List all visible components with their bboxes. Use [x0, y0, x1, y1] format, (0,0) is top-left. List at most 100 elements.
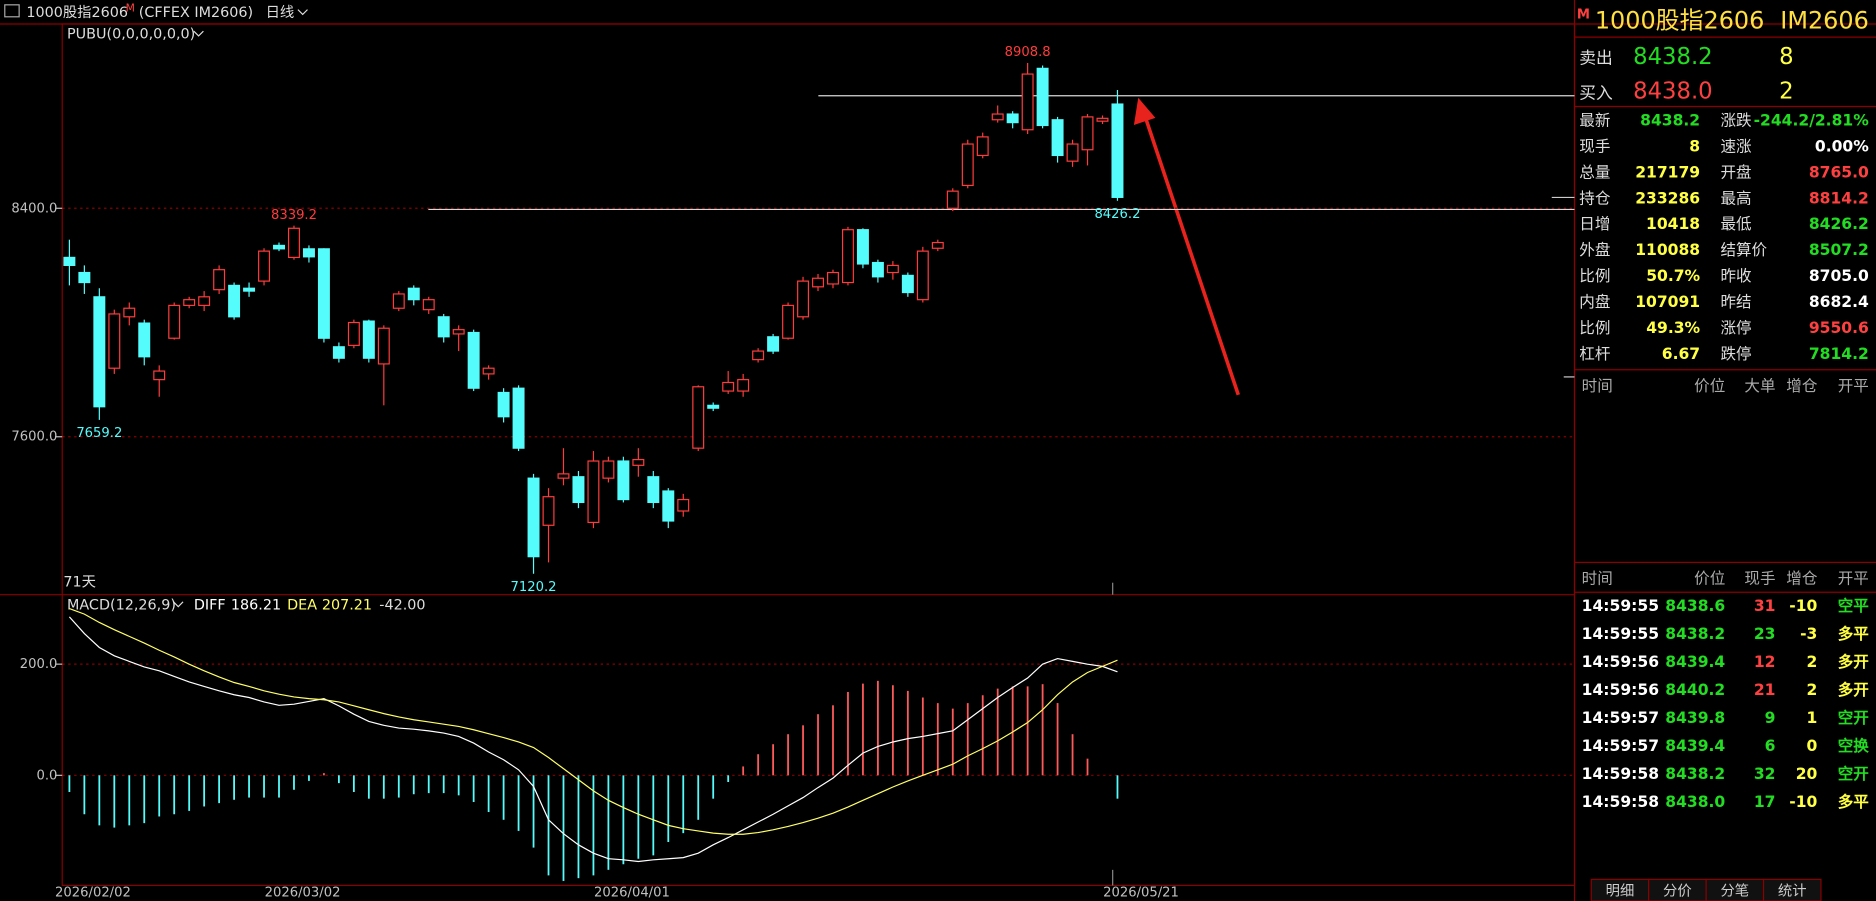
- tick-cell: 14:59:58: [1582, 765, 1659, 783]
- x-tick-label: 2026/04/01: [594, 886, 670, 901]
- stat-value: 8814.2: [1809, 189, 1869, 207]
- tick-cell: 空平: [1838, 596, 1870, 615]
- candle-body: [1021, 73, 1034, 131]
- stat-value: 7814.2: [1809, 345, 1869, 363]
- tick-cell: 8439.4: [1665, 737, 1725, 755]
- stat-value: 8507.2: [1809, 241, 1869, 259]
- stat-label: 杠杆: [1579, 345, 1610, 363]
- candle-body: [901, 274, 914, 294]
- stat-label: 持仓: [1579, 189, 1611, 207]
- tick-cell: 8439.8: [1665, 709, 1725, 727]
- count-label: 71天: [63, 575, 96, 591]
- candle-body: [153, 370, 166, 381]
- tab-label[interactable]: 明细: [1606, 882, 1635, 899]
- stat-value: 50.7%: [1646, 267, 1700, 285]
- indicator-chevron[interactable]: [193, 30, 204, 37]
- menu-icon[interactable]: [4, 4, 20, 18]
- candle-body: [767, 336, 780, 352]
- tick-cell: 多开: [1838, 652, 1870, 671]
- tick-cell: 8438.6: [1665, 597, 1725, 615]
- stat-label: 最高: [1720, 189, 1751, 207]
- tab-label[interactable]: 分笔: [1720, 882, 1749, 899]
- stat-label: 现手: [1579, 137, 1610, 155]
- candle-body: [63, 256, 76, 266]
- tick-cell: 8439.4: [1665, 653, 1725, 671]
- extreme-label: 8339.2: [271, 208, 317, 223]
- stat-label: 开盘: [1720, 162, 1751, 181]
- tick-cell: 14:59:56: [1582, 681, 1659, 699]
- bid-qty: 2: [1779, 79, 1793, 105]
- y-tick-label: 8400.0: [11, 201, 57, 216]
- candle-body: [183, 299, 196, 306]
- column-header: 价位: [1694, 570, 1725, 588]
- candle-body: [93, 296, 106, 408]
- tick-cell: 9: [1765, 709, 1776, 727]
- candle-body: [1051, 119, 1064, 157]
- tick-cell: -10: [1789, 597, 1817, 615]
- candle-body: [976, 136, 989, 157]
- stat-label: 日增: [1579, 215, 1610, 233]
- candle-body: [1036, 67, 1049, 127]
- tick-cell: 8438.2: [1665, 765, 1725, 783]
- tick-cell: 14:59:57: [1582, 709, 1659, 727]
- period[interactable]: 日线: [266, 4, 295, 21]
- candle-body: [1081, 116, 1094, 151]
- candle-body: [437, 316, 450, 338]
- tabs: [1590, 878, 1822, 901]
- stat-label: 速涨: [1720, 137, 1752, 155]
- tab-label[interactable]: 分价: [1663, 882, 1692, 899]
- stat-label: 跌停: [1720, 345, 1751, 363]
- candle-body: [243, 287, 256, 292]
- candle-body: [737, 379, 750, 392]
- macd-title[interactable]: MACD(12,26,9): [67, 597, 176, 613]
- legend-name: DEA: [287, 597, 317, 613]
- stat-value: 8438.2: [1640, 111, 1700, 129]
- macd-chevron[interactable]: [173, 601, 184, 608]
- candle-body: [467, 331, 480, 389]
- candle-body: [827, 271, 839, 285]
- column-header: 价位: [1694, 377, 1725, 395]
- candle-body: [647, 476, 660, 504]
- column-header: 增仓: [1786, 377, 1818, 395]
- stat-label: 昨结: [1720, 293, 1751, 311]
- period-chevron[interactable]: [297, 9, 308, 16]
- extreme-label: 8426.2: [1094, 207, 1140, 222]
- y-tick-label: 0.0: [36, 768, 57, 783]
- tab-label[interactable]: 统计: [1778, 882, 1807, 899]
- candle-body: [1066, 143, 1079, 162]
- tick-cell: -10: [1789, 793, 1817, 811]
- stat-value: 110088: [1635, 241, 1700, 259]
- tick-cell: 8440.2: [1665, 681, 1725, 699]
- tick-cell: 1: [1807, 709, 1818, 727]
- stat-value: 8426.2: [1809, 215, 1869, 233]
- tick-cell: 12: [1754, 653, 1776, 671]
- tick-cell: 空开: [1838, 708, 1870, 727]
- x-tick-label: 2026/02/02: [55, 886, 131, 901]
- candle-body: [302, 248, 315, 258]
- exchange: (CFFEX IM2606): [139, 5, 253, 21]
- stat-label: 内盘: [1579, 292, 1610, 311]
- tick-cell: 多平: [1838, 792, 1870, 811]
- stat-value: 49.3%: [1646, 319, 1700, 337]
- indicator-label[interactable]: PUBU(0,0,0,0,0,0): [67, 27, 195, 43]
- tick-cell: 多平: [1838, 624, 1870, 643]
- y-tick-label: 200.0: [20, 657, 58, 672]
- candle-body: [707, 404, 720, 409]
- candle-body: [138, 322, 151, 358]
- stat-value: -244.2/2.81%: [1754, 111, 1870, 129]
- candle-body: [198, 296, 211, 306]
- extreme-label: 8908.8: [1005, 45, 1051, 60]
- badge: M: [126, 1, 135, 14]
- candle-body: [527, 477, 540, 558]
- column-header: 时间: [1582, 570, 1613, 588]
- quote-badge: M: [1577, 7, 1590, 22]
- tick-cell: 0: [1807, 737, 1818, 755]
- bid-price: 8438.0: [1633, 79, 1713, 105]
- candle-body: [497, 391, 510, 418]
- candle-body: [946, 190, 959, 209]
- stat-value: 8682.4: [1809, 293, 1869, 311]
- candle-body: [407, 287, 420, 301]
- stat-label: 昨收: [1720, 267, 1751, 285]
